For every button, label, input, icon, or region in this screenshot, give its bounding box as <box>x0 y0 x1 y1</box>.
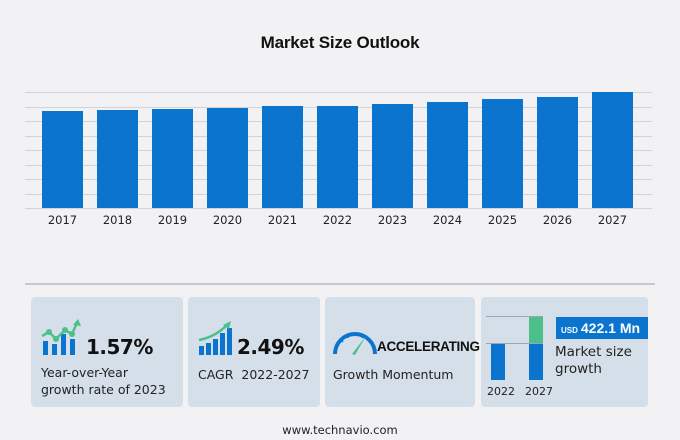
divider <box>25 283 655 285</box>
x-label-2023: 2023 <box>377 213 408 227</box>
bar-2025 <box>482 99 523 208</box>
momentum-label: Growth Momentum <box>333 367 454 382</box>
bar-2018 <box>97 109 138 208</box>
mini-label-end: 2027 <box>525 385 553 398</box>
market-growth-card: 2022 2027 USD 422.1 Mn Market size growth <box>481 297 648 407</box>
rising-bars-icon <box>198 321 232 355</box>
mini-label-start: 2022 <box>487 385 515 398</box>
x-label-2017: 2017 <box>47 213 78 227</box>
cagr-value: 2.49% <box>237 335 304 359</box>
yoy-value: 1.57% <box>86 335 153 359</box>
cagr-label: CAGR 2022-2027 <box>198 367 310 382</box>
yoy-card: 1.57% Year-over-Year growth rate of 2023 <box>31 297 183 407</box>
growth-amount-badge: USD 422.1 Mn <box>556 317 648 339</box>
bar-2017 <box>42 111 83 208</box>
momentum-card: ACCELERATING Growth Momentum <box>325 297 480 407</box>
bar-2027 <box>592 91 633 208</box>
mini-bar-2022 <box>491 344 505 380</box>
bar-2024 <box>427 101 468 208</box>
bar-2022 <box>317 105 358 208</box>
bar-2019 <box>152 108 193 208</box>
growth-label-line2: growth <box>555 361 602 377</box>
yoy-label-line2: growth rate of 2023 <box>41 382 166 397</box>
mini-chart-line-top <box>486 316 543 317</box>
bars <box>25 85 652 208</box>
x-label-2025: 2025 <box>487 213 518 227</box>
x-label-2019: 2019 <box>157 213 188 227</box>
bar-2026 <box>537 96 578 208</box>
speedometer-icon <box>333 332 377 355</box>
gridline <box>25 92 652 93</box>
x-label-2018: 2018 <box>102 213 133 227</box>
currency-label: USD <box>561 326 578 335</box>
cagr-card: 2.49% CAGR 2022-2027 <box>188 297 320 407</box>
x-label-2024: 2024 <box>432 213 463 227</box>
bar-2023 <box>372 103 413 208</box>
mini-bar-growth <box>529 317 543 343</box>
source-url: www.technavio.com <box>282 423 398 437</box>
bar-chart: 2017 2018 2019 2020 2021 2022 2023 2024 2025 2026… <box>25 85 652 235</box>
x-label-2027: 2027 <box>597 213 628 227</box>
x-label-2021: 2021 <box>267 213 298 227</box>
x-label-2022: 2022 <box>322 213 353 227</box>
growth-chart-icon <box>41 319 81 355</box>
baseline <box>25 208 652 209</box>
mini-chart-line-mid <box>486 343 543 344</box>
mini-bar-2027 <box>529 344 543 380</box>
bar-2020 <box>207 108 248 208</box>
x-label-2020: 2020 <box>212 213 243 227</box>
growth-label-line1: Market size <box>555 344 632 360</box>
momentum-value: ACCELERATING <box>377 339 480 354</box>
x-label-2026: 2026 <box>542 213 573 227</box>
chart-title: Market Size Outlook <box>260 33 420 52</box>
bar-2021 <box>262 106 303 208</box>
yoy-label-line1: Year-over-Year <box>41 365 128 380</box>
growth-amount: 422.1 Mn <box>580 320 641 336</box>
